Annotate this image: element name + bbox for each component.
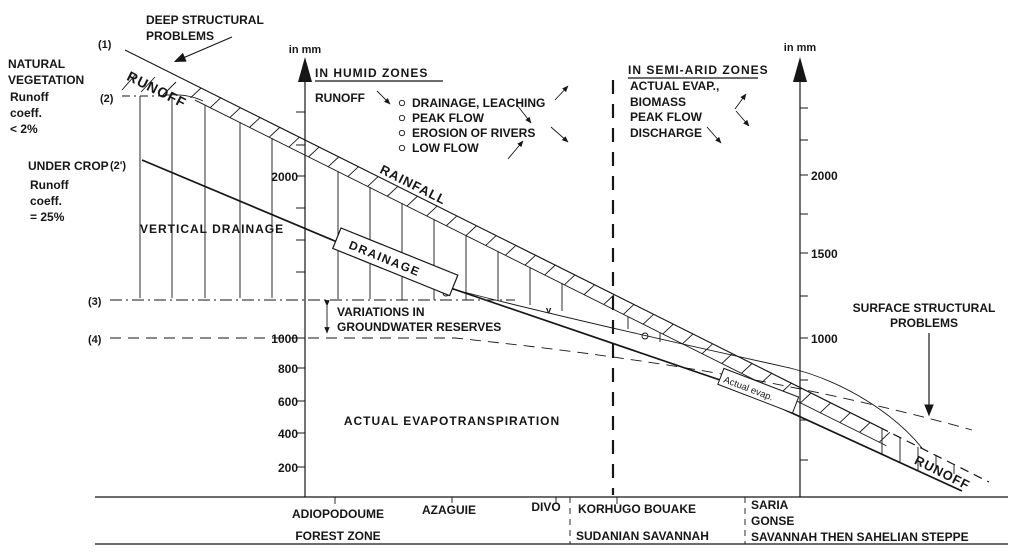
- deep-structural-line2: PROBLEMS: [146, 29, 214, 43]
- humid-arrow-down-1: [516, 104, 532, 124]
- semi-arid-item-biomass: BIOMASS: [630, 95, 686, 109]
- humid-item-erosion: EROSION OF RIVERS: [412, 126, 535, 140]
- bottom-zone-band: ADIOPODOUME AZAGUIE DIVO KORHUGO BOUAKE …: [95, 496, 1008, 545]
- semi-arid-arrow-up: [734, 93, 747, 110]
- semi-arid-item-discharge: DISCHARGE: [630, 126, 702, 140]
- under-crop-runoff-line: [141, 159, 963, 492]
- station-divo: DIVO: [531, 500, 560, 514]
- bullet-icon: [398, 144, 406, 152]
- left-tick-600: 600: [278, 395, 298, 409]
- actual-evap-box: Actual evap.: [717, 367, 800, 414]
- deep-structural-line1: DEEP STRUCTURAL: [146, 13, 264, 27]
- station-gonse: GONSE: [751, 514, 794, 528]
- marker-1: (1): [98, 39, 112, 51]
- right-axis: in mm 2000 1500 1000: [784, 42, 838, 497]
- zone-forest: FOREST ZONE: [295, 529, 380, 543]
- humid-item-low-flow: LOW FLOW: [412, 141, 479, 155]
- flow-v-icon: v: [546, 305, 552, 316]
- humid-item-peak-flow: PEAK FLOW: [412, 111, 485, 125]
- marker-4: (4): [88, 334, 102, 346]
- station-korhogo-bouake: KORHUGO BOUAKE: [578, 502, 696, 516]
- natural-vegetation-line1: NATURAL: [8, 57, 65, 71]
- semi-arid-arrow-down-2: [706, 126, 722, 144]
- bullet-icon: [398, 114, 406, 122]
- right-axis-arrow-icon: [793, 57, 807, 82]
- semi-arid-arrow-down-1: [735, 110, 750, 127]
- humid-title: IN HUMID ZONES: [315, 66, 428, 80]
- right-tick-1000: 1000: [811, 332, 838, 346]
- surface-structural-line2: PROBLEMS: [890, 316, 958, 330]
- bullet-icon: [398, 129, 406, 137]
- rainfall-line-dashed-end: [879, 426, 990, 483]
- semi-arid-title: IN SEMI-ARID ZONES: [628, 63, 769, 77]
- humid-arrow-up-2: [507, 140, 524, 160]
- actual-evapotranspiration-label: ACTUAL EVAPOTRANSPIRATION: [344, 414, 560, 428]
- right-tick-1500: 1500: [811, 247, 838, 261]
- rainfall-line: [124, 49, 881, 428]
- humid-arrow-up-1: [554, 85, 569, 101]
- humid-arrow-down-2: [550, 126, 569, 143]
- rainfall-band-hatching: [190, 87, 891, 443]
- bullet-icon: [398, 99, 406, 107]
- vertical-drainage-label: VERTICAL DRAINAGE: [140, 222, 284, 236]
- left-axis-arrow-icon: [298, 57, 312, 82]
- variations-line2: GROUNDWATER RESERVES: [337, 320, 501, 334]
- left-tick-2000: 2000: [271, 170, 298, 184]
- nv-coeff-line2: coeff.: [10, 106, 42, 120]
- surface-structural-line1: SURFACE STRUCTURAL: [853, 301, 996, 315]
- left-axis-unit: in mm: [289, 44, 322, 56]
- natural-vegetation-line2: VEGETATION: [8, 73, 84, 87]
- uc-coeff-line1: Runoff: [30, 178, 70, 192]
- uc-coeff-line2: coeff.: [30, 194, 62, 208]
- marker-2: (2): [100, 93, 114, 105]
- semi-arid-item-peak-flow: PEAK FLOW: [630, 110, 703, 124]
- drainage-lower-curve: [451, 288, 923, 449]
- drainage-box: DRAINAGE: [331, 227, 459, 297]
- station-azaguie: AZAGUIE: [422, 503, 476, 517]
- runoff-top-label: RUNOFF: [125, 68, 190, 111]
- marker-2prime: (2'): [110, 160, 126, 172]
- nv-coeff-line3: < 2%: [10, 122, 38, 136]
- humid-zones-block: IN HUMID ZONES RUNOFF DRAINAGE, LEACHING…: [315, 66, 569, 160]
- left-tick-200: 200: [278, 461, 298, 475]
- station-saria: SARIA: [751, 498, 789, 512]
- rainfall-band: RAINFALL RUNOFF RUNOFF: [124, 49, 990, 493]
- humid-runoff-label: RUNOFF: [315, 91, 365, 105]
- left-tick-1000: 1000: [271, 332, 298, 346]
- zone-sudanian-savannah: SUDANIAN SAVANNAH: [576, 529, 709, 543]
- left-tick-800: 800: [278, 362, 298, 376]
- semi-arid-item-actual-evap: ACTUAL EVAP.,: [630, 79, 719, 93]
- right-axis-unit: in mm: [784, 42, 817, 54]
- marker-3: (3): [88, 296, 102, 308]
- variations-line1: VARIATIONS IN: [337, 305, 425, 319]
- zone-sahelian-steppe: SAVANNAH THEN SAHELIAN STEPPE: [751, 530, 969, 544]
- natural-vegetation-runoff-wedge: [121, 73, 204, 102]
- flow-circle-icon: [641, 332, 649, 340]
- right-tick-2000: 2000: [811, 169, 838, 183]
- humid-runoff-arrow: [376, 90, 391, 105]
- left-tick-400: 400: [278, 427, 298, 441]
- deep-structural-arrow: [173, 36, 233, 62]
- humid-item-drainage-leaching: DRAINAGE, LEACHING: [412, 96, 545, 110]
- under-crop-label: UNDER CROP: [28, 159, 109, 173]
- left-axis: in mm 2000 1000 800 600 400 200: [271, 44, 321, 497]
- station-adiopodoume: ADIOPODOUME: [292, 507, 384, 521]
- uc-coeff-line3: = 25%: [30, 210, 65, 224]
- semi-arid-zones-block: IN SEMI-ARID ZONES ACTUAL EVAP., BIOMASS…: [628, 63, 769, 144]
- nv-coeff-line1: Runoff: [10, 90, 50, 104]
